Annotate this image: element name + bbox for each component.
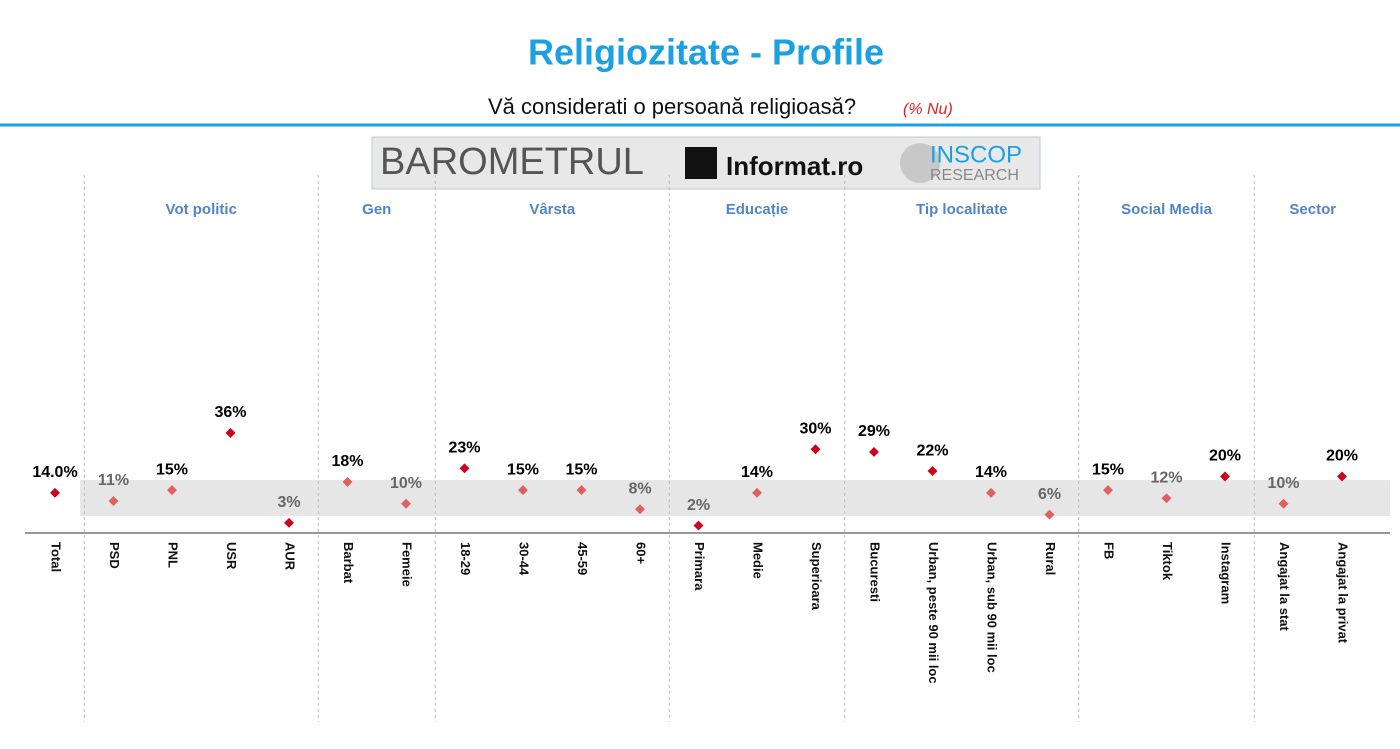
value-label: 2% — [687, 497, 710, 514]
x-tick-label: 18-29 — [458, 542, 473, 575]
value-label: 12% — [1150, 470, 1182, 487]
value-label: 14.0% — [32, 464, 77, 481]
logo-middle: Informat.ro — [726, 151, 863, 181]
marker — [693, 520, 704, 531]
marker — [1220, 471, 1230, 482]
marker — [167, 485, 177, 496]
marker — [459, 463, 470, 474]
x-tick-label: Instagram — [1219, 542, 1234, 604]
x-tick-label: 45-59 — [575, 542, 590, 575]
value-label: 10% — [390, 475, 422, 492]
group-label: Vot politic — [166, 201, 237, 218]
value-label: 15% — [507, 461, 539, 478]
x-tick-label: Barbat — [341, 542, 356, 584]
error-band — [80, 480, 1390, 517]
value-label: 22% — [916, 442, 948, 459]
logo-right-top: INSCOP — [930, 141, 1022, 168]
value-label: 3% — [277, 494, 300, 511]
x-tick-label: Superioara — [809, 542, 824, 611]
x-tick-label: PNL — [166, 542, 181, 568]
x-tick-label: Bucuresti — [868, 542, 883, 602]
group-label: Sector — [1289, 201, 1336, 218]
marker — [342, 477, 353, 487]
group-label: Tip localitate — [916, 201, 1007, 218]
x-tick-label: Angajat la stat — [1277, 542, 1292, 632]
x-tick-label: AUR — [283, 542, 298, 571]
marker — [752, 487, 762, 498]
marker — [1161, 493, 1172, 504]
x-tick-label: PSD — [107, 542, 122, 569]
value-label: 18% — [331, 453, 363, 470]
value-label: 20% — [1326, 448, 1358, 465]
subtitle-note: (% Nu) — [903, 101, 953, 118]
x-tick-label: Tiktok — [1160, 542, 1175, 581]
x-tick-label: 60+ — [634, 542, 649, 564]
marker — [869, 447, 879, 457]
marker — [1044, 509, 1055, 520]
x-tick-label: Medie — [751, 542, 766, 579]
marker — [1278, 498, 1289, 509]
value-label: 14% — [975, 464, 1007, 481]
marker — [518, 485, 528, 496]
logo-circle — [900, 143, 940, 183]
x-tick-label: Primara — [692, 542, 707, 591]
marker — [1337, 471, 1347, 482]
value-label: 15% — [156, 461, 188, 478]
logo-right-bottom: RESEARCH — [930, 167, 1019, 184]
marker — [927, 466, 938, 476]
group-label: Educație — [726, 201, 789, 218]
x-tick-label: 30-44 — [517, 542, 532, 576]
marker — [986, 487, 996, 498]
value-label: 29% — [858, 423, 890, 440]
value-label: 30% — [799, 420, 831, 437]
value-label: 8% — [628, 480, 651, 497]
value-label: 11% — [98, 472, 129, 489]
x-tick-label: Femeie — [400, 542, 415, 587]
value-label: 14% — [741, 464, 773, 481]
chart-subtitle: Vă considerati o persoană religioasă? — [488, 94, 856, 119]
marker — [810, 444, 821, 455]
x-tick-label: Angajat la privat — [1336, 542, 1351, 644]
value-label: 23% — [448, 440, 480, 457]
marker — [50, 487, 60, 498]
x-tick-label: Urban, peste 90 mii loc — [926, 542, 941, 684]
group-label: Social Media — [1121, 201, 1213, 218]
marker — [225, 427, 236, 438]
x-tick-label: USR — [224, 542, 239, 570]
value-label: 10% — [1267, 475, 1299, 492]
marker — [284, 517, 294, 528]
logo-left: BAROMETRUL — [380, 141, 644, 183]
value-label: 15% — [565, 461, 597, 478]
marker — [401, 498, 411, 509]
value-label: 15% — [1092, 461, 1124, 478]
logo-icon — [685, 147, 717, 179]
value-label: 36% — [214, 404, 246, 421]
x-tick-label: Total — [49, 542, 64, 572]
x-tick-label: Rural — [1043, 542, 1058, 575]
group-label: Gen — [362, 201, 391, 218]
chart-title: Religiozitate - Profile — [528, 32, 884, 73]
group-label: Vârsta — [529, 201, 576, 218]
marker — [635, 504, 645, 515]
x-tick-label: FB — [1102, 542, 1117, 559]
x-tick-label: Urban, sub 90 mii loc — [985, 542, 1000, 673]
marker — [576, 485, 587, 496]
value-label: 6% — [1038, 486, 1061, 503]
marker — [1103, 485, 1113, 496]
value-label: 20% — [1209, 448, 1241, 465]
